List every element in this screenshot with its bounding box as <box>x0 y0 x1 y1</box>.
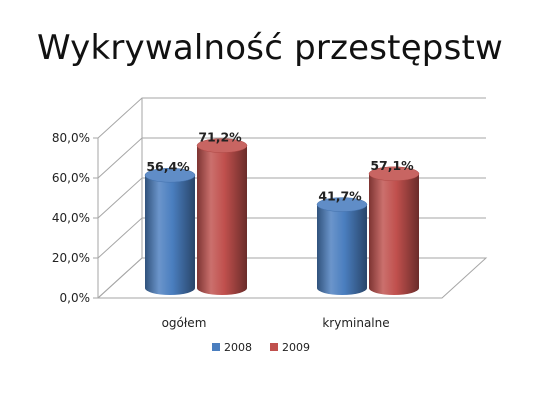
bar-2008-1 <box>316 197 368 295</box>
chart-title: Wykrywalność przestępstw <box>36 28 504 68</box>
bar-body <box>317 204 367 295</box>
gridline <box>97 137 486 179</box>
data-label: 71,2% <box>198 130 242 145</box>
legend-swatch <box>212 343 220 351</box>
bar-top <box>196 138 248 153</box>
bar-top <box>368 166 420 182</box>
x-category-label: ogółem <box>162 316 207 330</box>
data-label: 56,4% <box>146 159 190 174</box>
bar-body <box>197 145 247 295</box>
x-category-label: kryminalne <box>322 316 389 330</box>
y-tick-label: 40,0% <box>52 211 90 225</box>
y-tick-label: 0,0% <box>60 291 91 305</box>
data-label: 57,1% <box>370 158 414 173</box>
gridline <box>97 97 486 139</box>
y-tick-label: 80,0% <box>52 131 90 145</box>
bar-2009-1 <box>368 166 420 295</box>
legend-label: 2009 <box>282 341 310 354</box>
y-tick-label: 20,0% <box>52 251 90 265</box>
legend-swatch <box>270 343 278 351</box>
bar-top <box>144 167 196 183</box>
y-tick-label: 60,0% <box>52 171 90 185</box>
bar-2009-0 <box>196 138 248 295</box>
bar-2008-0 <box>144 167 196 295</box>
bar-top <box>316 197 368 212</box>
legend-label: 2008 <box>224 341 252 354</box>
data-label: 41,7% <box>318 189 362 204</box>
bar-body <box>369 173 419 295</box>
bar-body <box>145 175 195 295</box>
